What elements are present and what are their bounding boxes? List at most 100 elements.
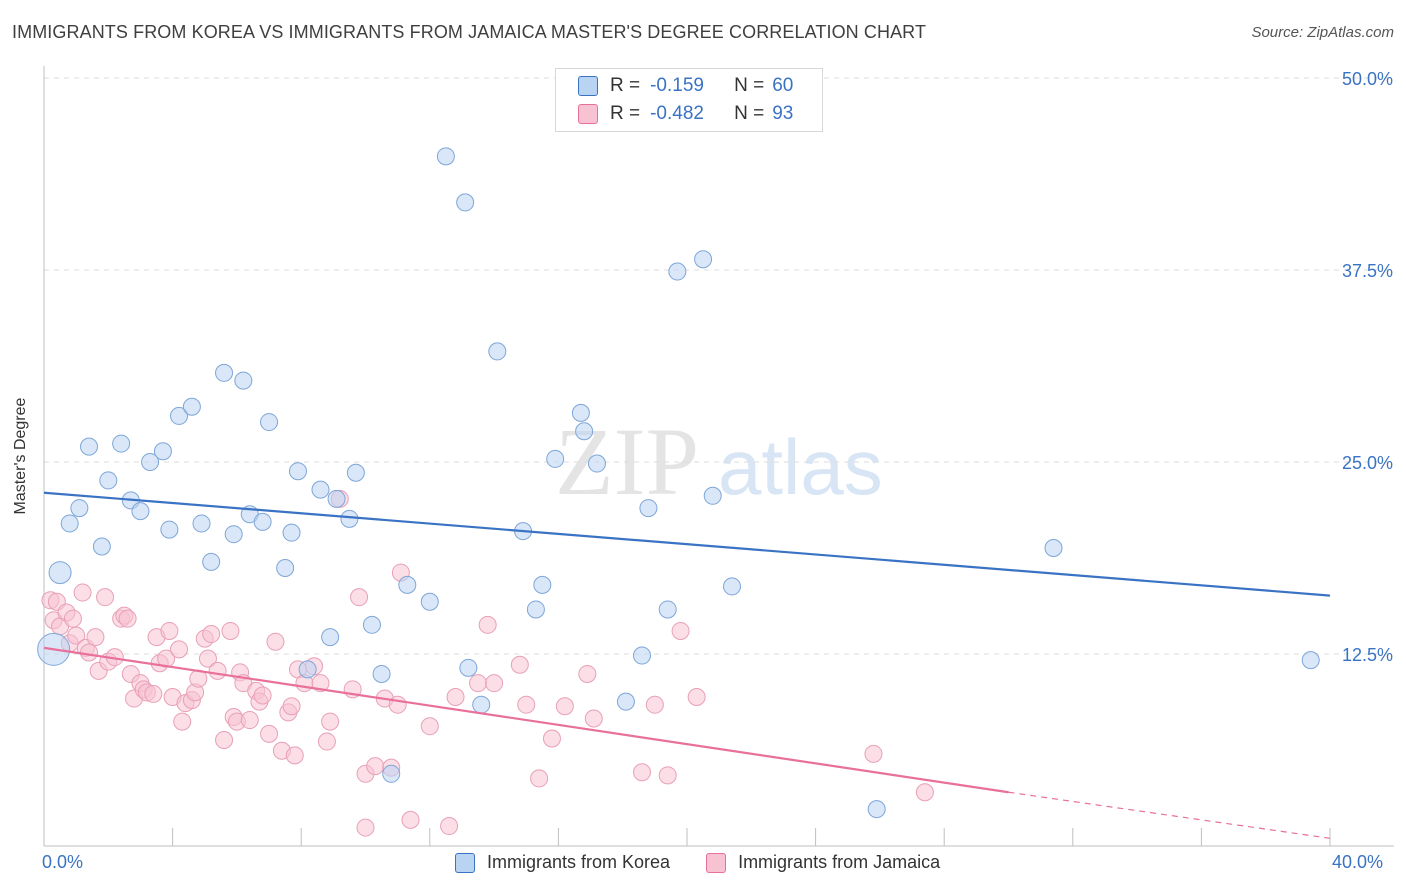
- korea-point: [639, 499, 658, 518]
- stats-row-korea: R = -0.159 N = 60: [578, 75, 793, 97]
- axes: [43, 66, 1394, 847]
- korea-point: [668, 262, 687, 281]
- jamaica-point: [420, 717, 439, 736]
- y-tick-label: 25.0%: [1342, 453, 1393, 473]
- jamaica-points: [41, 489, 934, 837]
- korea-point: [153, 442, 172, 461]
- chart-title: IMMIGRANTS FROM KOREA VS IMMIGRANTS FROM…: [12, 22, 927, 42]
- x-tick-min: 0.0%: [42, 852, 84, 872]
- korea-point: [723, 577, 742, 596]
- korea-n-label: N =: [734, 75, 765, 96]
- jamaica-point: [446, 688, 465, 707]
- jamaica-trend-line: [43, 646, 1009, 794]
- jamaica-point: [144, 684, 163, 703]
- jamaica-point: [67, 626, 86, 645]
- korea-point: [456, 193, 475, 212]
- jamaica-swatch: [578, 104, 598, 124]
- jamaica-n-value: 93: [772, 103, 794, 124]
- korea-points: [37, 147, 1320, 819]
- legend-korea-label: Immigrants from Korea: [487, 852, 671, 872]
- korea-point: [372, 664, 391, 683]
- jamaica-r-label: R =: [610, 103, 641, 124]
- korea-point: [694, 250, 713, 269]
- x-tick-max: 40.0%: [1332, 852, 1384, 872]
- jamaica-point: [266, 632, 285, 651]
- jamaica-r-value: -0.482: [650, 103, 704, 124]
- korea-point: [253, 512, 272, 531]
- stats-legend: R = -0.159 N = 60 R = -0.482 N = 93: [555, 68, 823, 132]
- jamaica-point: [118, 609, 137, 628]
- korea-point: [224, 525, 243, 544]
- jamaica-point: [440, 817, 459, 836]
- korea-point: [575, 422, 594, 441]
- korea-point: [658, 600, 677, 619]
- korea-point: [99, 471, 118, 490]
- jamaica-point: [202, 625, 221, 644]
- jamaica-point: [864, 744, 883, 763]
- legend-jamaica-label: Immigrants from Jamaica: [738, 852, 941, 872]
- trend-lines: [43, 491, 1331, 839]
- korea-r-label: R =: [610, 75, 641, 96]
- korea-point: [131, 502, 150, 521]
- jamaica-point: [86, 628, 105, 647]
- korea-point: [472, 695, 491, 714]
- korea-point: [571, 403, 590, 422]
- jamaica-point: [160, 621, 179, 640]
- korea-point: [234, 371, 253, 390]
- korea-point: [70, 499, 89, 518]
- jamaica-point: [285, 746, 304, 765]
- korea-point: [546, 449, 565, 468]
- jamaica-point: [253, 686, 272, 705]
- source-label: Source: ZipAtlas.com: [1251, 24, 1394, 41]
- jamaica-n-label: N =: [734, 103, 765, 124]
- y-tick-label: 50.0%: [1342, 69, 1393, 89]
- jamaica-point: [73, 583, 92, 602]
- korea-point: [420, 592, 439, 611]
- jamaica-point: [485, 674, 504, 693]
- jamaica-point: [645, 695, 664, 714]
- korea-point: [533, 575, 552, 594]
- korea-point: [703, 486, 722, 505]
- korea-point: [170, 406, 189, 425]
- jamaica-point: [63, 609, 82, 628]
- korea-point: [80, 437, 99, 456]
- jamaica-point: [530, 769, 549, 788]
- korea-point: [616, 692, 635, 711]
- korea-point: [311, 480, 330, 499]
- korea-point: [321, 628, 340, 647]
- korea-point: [382, 764, 401, 783]
- y-tick-labels: 12.5% 25.0% 37.5% 50.0%: [1342, 69, 1393, 665]
- jamaica-point: [388, 695, 407, 714]
- korea-point: [141, 453, 160, 471]
- korea-point: [92, 537, 111, 556]
- korea-point: [488, 342, 507, 361]
- korea-point: [160, 520, 179, 539]
- korea-point: [1301, 651, 1320, 670]
- korea-point: [340, 509, 359, 528]
- jamaica-point: [170, 640, 189, 659]
- korea-point: [1044, 539, 1063, 558]
- jamaica-point: [282, 697, 301, 716]
- korea-point: [260, 413, 279, 432]
- legend-item-jamaica: Immigrants from Jamaica: [706, 852, 940, 873]
- watermark-atlas: atlas: [718, 423, 883, 511]
- jamaica-point: [671, 621, 690, 640]
- jamaica-point: [687, 688, 706, 707]
- korea-n-value: 60: [772, 75, 794, 96]
- korea-point: [346, 463, 365, 482]
- korea-point: [215, 363, 234, 382]
- jamaica-point: [542, 729, 561, 748]
- korea-point: [202, 552, 221, 571]
- korea-point: [436, 147, 455, 166]
- korea-swatch: [578, 76, 598, 96]
- korea-point: [282, 523, 301, 542]
- jamaica-point: [510, 655, 529, 674]
- jamaica-point: [317, 732, 336, 751]
- korea-point: [288, 462, 307, 481]
- jamaica-point: [311, 674, 330, 693]
- jamaica-point: [208, 661, 227, 680]
- jamaica-point: [198, 649, 217, 668]
- jamaica-point: [555, 697, 574, 716]
- korea-point: [298, 660, 317, 679]
- korea-point: [276, 558, 295, 577]
